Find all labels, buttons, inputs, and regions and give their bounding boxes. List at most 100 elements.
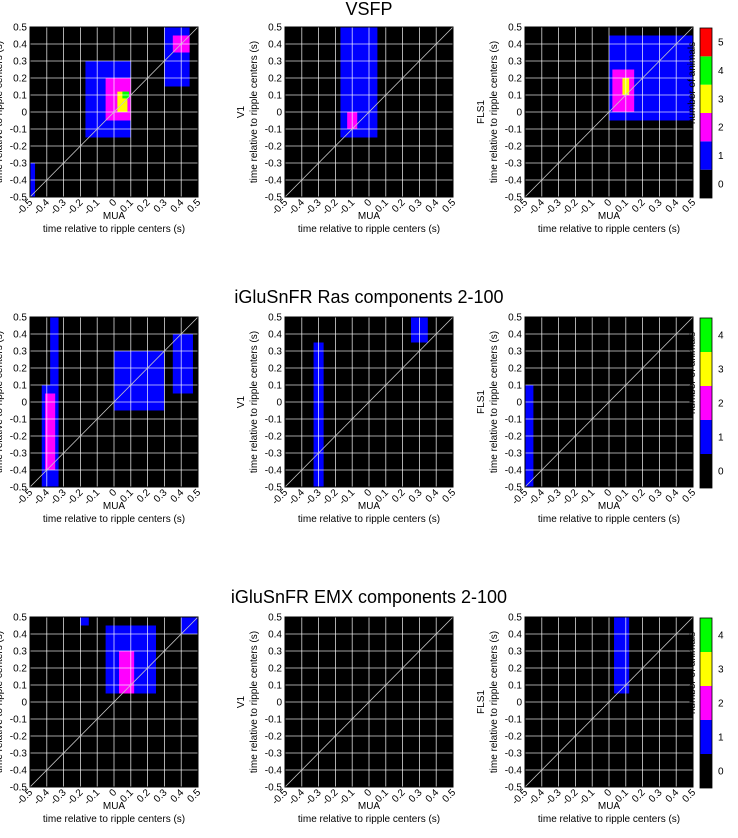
x-tick-label: -0.4 — [527, 787, 547, 807]
heatmap-panel-rsc: -0.5-0.4-0.3-0.2-0.100.10.20.30.40.5-0.5… — [0, 613, 203, 826]
y-tick-label: 0.5 — [508, 313, 522, 324]
y-axis-label: time relative to ripple centers (s) — [489, 631, 500, 773]
x-tick-label: -0.2 — [321, 787, 341, 807]
y-axis-region-label: V1 — [236, 395, 247, 408]
x-tick-label: 0.4 — [424, 197, 442, 215]
y-tick-label: 0.1 — [508, 91, 522, 102]
x-tick-label: -0.2 — [561, 787, 581, 807]
row-title: iGluSnFR EMX components 2-100 — [231, 587, 507, 607]
colorbar-segment — [700, 454, 712, 488]
y-axis-region-label: FLS1 — [476, 690, 487, 714]
y-tick-label: 0.5 — [508, 613, 522, 624]
heatmap-cell — [340, 27, 378, 138]
y-tick-label: -0.2 — [505, 142, 523, 153]
heatmap-cell — [172, 334, 193, 394]
heatmap-panel-fls1: -0.5-0.4-0.3-0.2-0.100.10.20.30.40.5-0.5… — [476, 613, 698, 826]
colorbar-tick-label: 2 — [718, 399, 724, 410]
y-tick-label: 0.1 — [13, 681, 27, 692]
x-tick-label: 0.3 — [407, 197, 425, 215]
y-tick-label: 0.4 — [508, 330, 522, 341]
x-tick-label: -0.1 — [577, 787, 597, 807]
colorbar-segment — [700, 141, 712, 170]
x-tick-label: -0.2 — [66, 787, 86, 807]
x-tick-label: 0.2 — [630, 197, 648, 215]
y-tick-label: -0.1 — [265, 125, 283, 136]
y-tick-label: -0.2 — [10, 732, 28, 743]
x-tick-label: 0.5 — [681, 487, 699, 505]
heatmap-panel-rsc: -0.5-0.4-0.3-0.2-0.100.10.20.30.40.5-0.5… — [0, 23, 203, 236]
x-axis-label: time relative to ripple centers (s) — [538, 224, 680, 235]
y-axis-label: time relative to ripple centers (s) — [0, 631, 5, 773]
x-tick-label: 0.3 — [647, 787, 665, 805]
x-tick-label: -0.4 — [32, 487, 52, 507]
y-tick-label: -0.2 — [10, 432, 28, 443]
x-tick-label: 0.5 — [441, 487, 459, 505]
y-tick-label: -0.4 — [505, 766, 523, 777]
x-axis-name: MUA — [103, 211, 126, 222]
y-tick-label: 0 — [21, 698, 27, 709]
x-tick-label: -0.3 — [49, 487, 69, 507]
y-tick-label: 0 — [276, 108, 282, 119]
y-tick-label: -0.4 — [265, 176, 283, 187]
y-tick-label: 0.5 — [268, 313, 282, 324]
y-tick-label: -0.5 — [265, 483, 283, 494]
y-tick-label: -0.1 — [505, 125, 523, 136]
y-tick-label: -0.3 — [265, 159, 283, 170]
x-tick-label: -0.2 — [66, 197, 86, 217]
y-axis-label: time relative to ripple centers (s) — [249, 631, 260, 773]
y-tick-label: 0.3 — [268, 347, 282, 358]
y-tick-label: 0 — [276, 698, 282, 709]
y-axis-label: time relative to ripple centers (s) — [489, 331, 500, 473]
colorbar-segment — [700, 686, 712, 720]
x-axis-label: time relative to ripple centers (s) — [43, 514, 185, 525]
y-tick-label: -0.2 — [505, 432, 523, 443]
y-tick-label: -0.5 — [265, 783, 283, 794]
y-tick-label: -0.1 — [10, 125, 28, 136]
x-tick-label: -0.1 — [337, 487, 357, 507]
y-tick-label: 0.5 — [268, 613, 282, 624]
y-tick-label: -0.4 — [505, 466, 523, 477]
plot-frame — [524, 316, 694, 488]
x-tick-label: 0.4 — [664, 197, 682, 215]
y-tick-label: -0.3 — [265, 449, 283, 460]
y-tick-label: -0.1 — [505, 715, 523, 726]
plot-frame — [29, 26, 199, 198]
x-tick-label: -0.4 — [527, 487, 547, 507]
y-tick-label: 0.3 — [508, 57, 522, 68]
x-tick-label: 0.3 — [647, 487, 665, 505]
colorbar-segment — [700, 318, 712, 352]
colorbar-tick-label: 3 — [718, 665, 724, 676]
y-tick-label: -0.5 — [10, 483, 28, 494]
y-tick-label: 0 — [21, 398, 27, 409]
colorbar: 0 1 2 3 4 5 number of animals — [687, 27, 724, 199]
y-tick-label: 0.1 — [508, 681, 522, 692]
y-tick-label: 0.4 — [508, 630, 522, 641]
x-tick-label: 0.5 — [186, 787, 204, 805]
y-tick-label: 0.3 — [268, 57, 282, 68]
x-tick-label: -0.2 — [321, 197, 341, 217]
colorbar-segment — [700, 28, 712, 57]
colorbar: 0 1 2 3 4 number of animals — [687, 617, 724, 789]
x-tick-label: 0.2 — [135, 487, 153, 505]
x-tick-label: 0.4 — [424, 787, 442, 805]
heatmap-panel-fls1: -0.5-0.4-0.3-0.2-0.100.10.20.30.40.5-0.5… — [476, 313, 698, 526]
x-tick-label: -0.1 — [82, 197, 102, 217]
y-tick-label: 0.1 — [508, 381, 522, 392]
x-tick-label: 0.3 — [407, 787, 425, 805]
x-tick-label: -0.2 — [321, 487, 341, 507]
y-tick-label: 0.5 — [13, 313, 27, 324]
x-tick-label: 0.3 — [407, 487, 425, 505]
y-tick-label: 0 — [516, 398, 522, 409]
y-tick-label: -0.2 — [265, 432, 283, 443]
colorbar-tick-label: 5 — [718, 38, 724, 49]
y-tick-label: 0.2 — [13, 364, 27, 375]
x-axis-label: time relative to ripple centers (s) — [298, 814, 440, 825]
diagonal-line — [29, 616, 199, 788]
x-axis-name: MUA — [358, 501, 381, 512]
x-tick-label: 0.5 — [186, 487, 204, 505]
x-tick-label: 0.5 — [441, 787, 459, 805]
x-axis-name: MUA — [358, 211, 381, 222]
x-tick-label: 0.5 — [441, 197, 459, 215]
y-tick-label: -0.2 — [265, 142, 283, 153]
y-tick-label: 0.5 — [508, 23, 522, 34]
